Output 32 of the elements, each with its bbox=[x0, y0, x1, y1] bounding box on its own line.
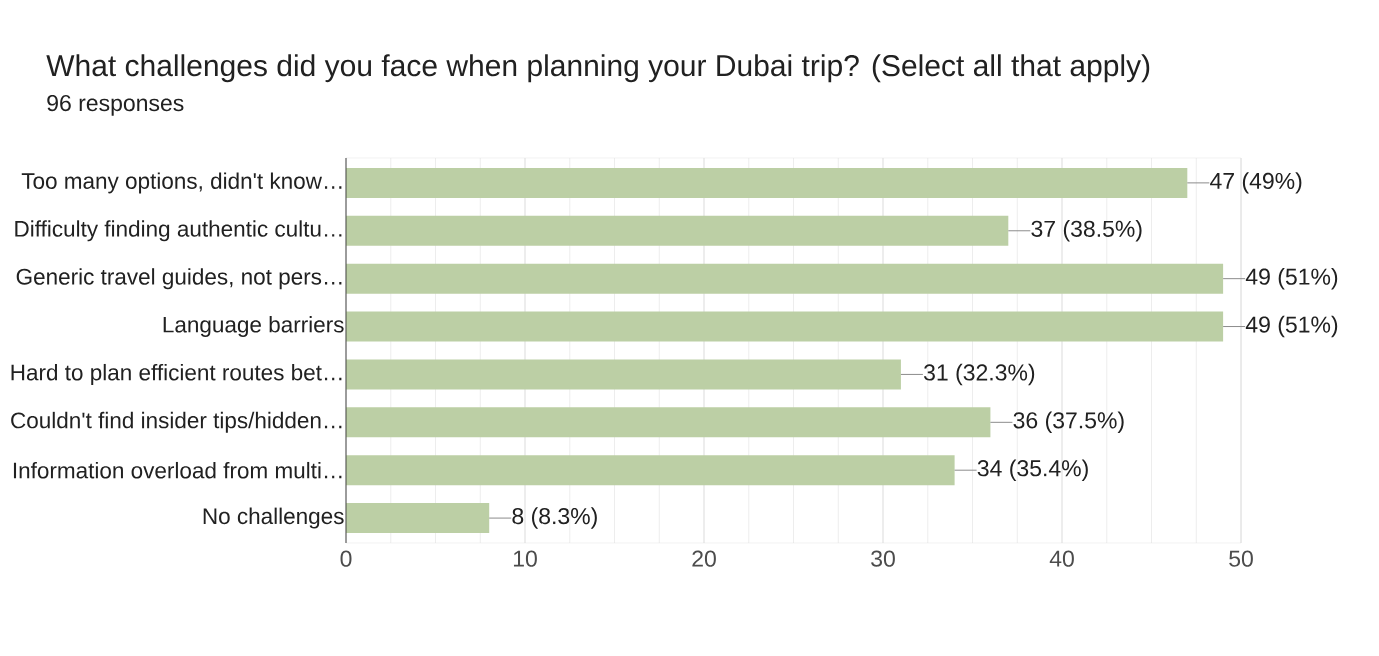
bar bbox=[346, 359, 901, 390]
data-label: 36 (37.5%) bbox=[1013, 411, 1124, 434]
data-label: 31 (32.3%) bbox=[923, 363, 1035, 386]
y-tick-label: Couldn't find insider tips/hidden… bbox=[11, 411, 342, 433]
x-tick-label: 30 bbox=[871, 550, 895, 567]
data-label: 37 (38.5%) bbox=[1031, 220, 1142, 242]
data-label: 49 (51%) bbox=[1245, 267, 1338, 290]
y-tick-label: Generic travel guides, not pers… bbox=[16, 268, 342, 290]
x-tick-label: 50 bbox=[1229, 550, 1253, 567]
bar bbox=[346, 167, 1188, 198]
y-tick-label: No challenges bbox=[203, 507, 344, 529]
bar bbox=[346, 407, 991, 438]
bar bbox=[346, 503, 490, 534]
bar bbox=[346, 311, 1224, 342]
x-tick-label: 20 bbox=[692, 550, 716, 567]
data-label: 47 (49%) bbox=[1210, 172, 1302, 194]
chart-title: What challenges did you face when planning your Dubai trip? (Select all that apply) bbox=[46, 54, 1150, 83]
data-label: 8 (8.3%) bbox=[512, 507, 597, 529]
y-tick-label: Hard to plan efficient routes bet… bbox=[11, 363, 342, 385]
bar bbox=[346, 455, 955, 486]
data-label: 34 (35.4%) bbox=[977, 459, 1088, 481]
y-tick-label: Too many options, didn't know… bbox=[21, 172, 342, 194]
x-tick-label: 10 bbox=[513, 550, 537, 567]
y-tick-label: Information overload from multi… bbox=[13, 461, 342, 479]
y-tick-label: Difficulty finding authentic cultu… bbox=[15, 220, 342, 242]
bar bbox=[346, 263, 1224, 294]
text: 96 responses bbox=[47, 94, 184, 116]
y-tick-label: Language barriers bbox=[163, 316, 344, 338]
x-tick-label: 0 bbox=[340, 550, 352, 567]
x-tick-label: 40 bbox=[1049, 550, 1074, 567]
data-label: 49 (51%) bbox=[1245, 315, 1338, 338]
bar bbox=[346, 215, 1009, 246]
